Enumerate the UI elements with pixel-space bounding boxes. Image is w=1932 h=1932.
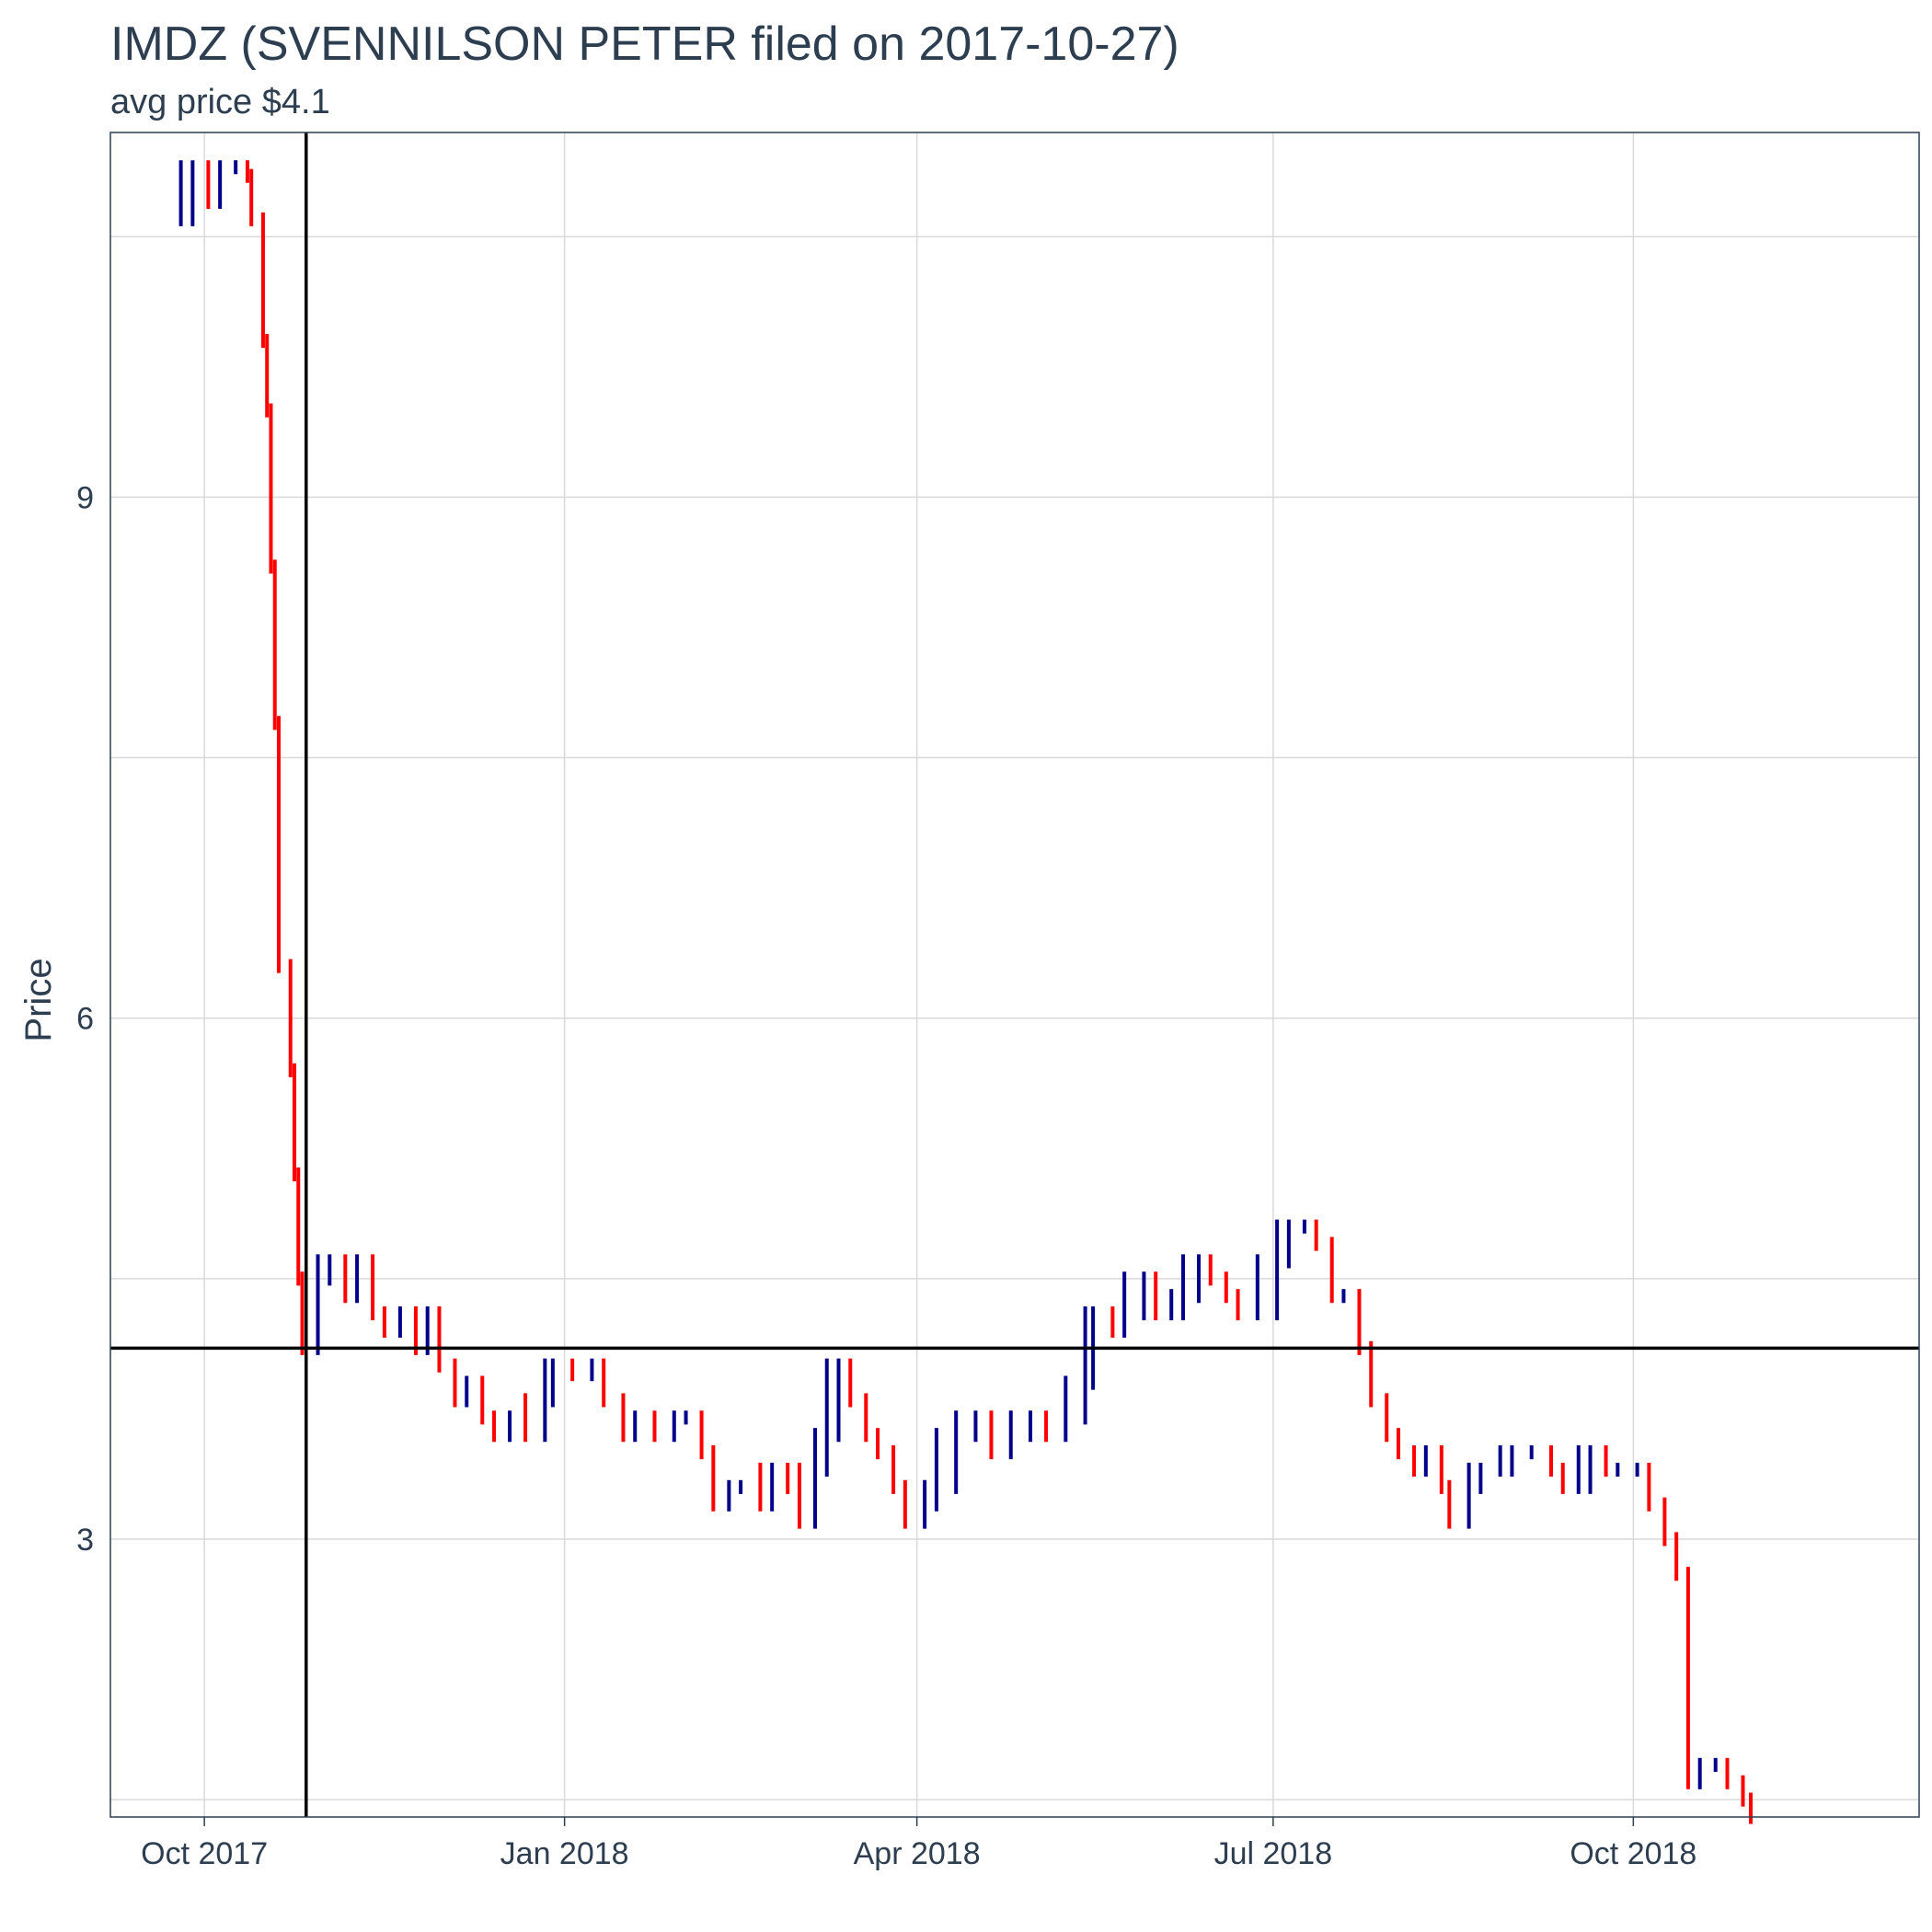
axes: 3 6 9 Oct 2017 Jan 2018 Apr 2018 Jul 2018 Oct 2… (76, 132, 1920, 1871)
x-tick-label: Jul 2018 (1214, 1836, 1333, 1871)
x-tick-label: Oct 2018 (1570, 1836, 1696, 1871)
chart-subtitle: avg price $4.1 (110, 83, 330, 121)
y-tick-label: 3 (76, 1523, 94, 1558)
grid-layer (110, 132, 1919, 1817)
ohlc-bars (178, 160, 1754, 1824)
x-tick-label: Oct 2017 (141, 1836, 268, 1871)
x-tick-label: Apr 2018 (854, 1836, 981, 1871)
y-tick-label: 6 (76, 1002, 94, 1037)
x-tick-label: Jan 2018 (500, 1836, 629, 1871)
reference-lines (110, 132, 1919, 1817)
chart-title: IMDZ (SVENNILSON PETER filed on 2017-10-… (110, 17, 1179, 71)
y-axis-label: Price (18, 958, 59, 1041)
y-tick-label: 9 (76, 480, 94, 515)
panel-border (109, 132, 1920, 1818)
